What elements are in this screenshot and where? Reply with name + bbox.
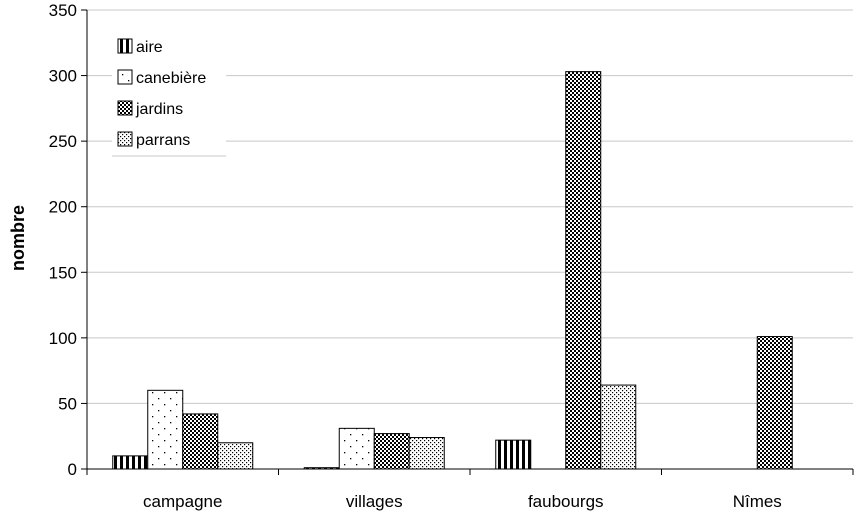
- bar-jardins-Nîmes: [756, 336, 793, 470]
- y-tick-label: 0: [68, 460, 77, 479]
- x-tick-label: Nîmes: [733, 492, 782, 511]
- x-tick-label: faubourgs: [528, 492, 604, 511]
- bar-aire-campagne: [112, 455, 149, 470]
- y-tick-label: 200: [49, 198, 77, 217]
- y-tick-label: 350: [49, 1, 77, 20]
- legend-swatch-aire: [117, 38, 133, 54]
- legend-label-aire: aire: [136, 39, 163, 56]
- axes: [81, 9, 854, 475]
- bar-canebière-campagne: [147, 389, 184, 470]
- y-tick-label: 100: [49, 329, 77, 348]
- y-tick-label: 300: [49, 67, 77, 86]
- legend-swatch-jardins: [117, 100, 133, 116]
- y-tick-label: 150: [49, 263, 77, 282]
- x-tick-label: campagne: [143, 492, 222, 511]
- bar-jardins-faubourgs: [565, 71, 602, 470]
- bar-aire-faubourgs: [495, 439, 532, 470]
- bar-parrans-campagne: [217, 442, 254, 470]
- y-tick-labels: 0 50 100 150 200 250 300 350: [49, 1, 77, 479]
- legend: aire canebière jardins parrans: [112, 30, 226, 157]
- bar-canebière-villages: [338, 427, 375, 470]
- x-tick-label: villages: [346, 492, 403, 511]
- bar-jardins-villages: [373, 433, 410, 470]
- bar-parrans-faubourgs: [600, 384, 637, 470]
- legend-swatch-parrans: [117, 131, 133, 147]
- y-tick-label: 250: [49, 132, 77, 151]
- y-axis-title: nombre: [8, 205, 28, 271]
- legend-swatch-canebière: [117, 69, 133, 85]
- bar-parrans-villages: [408, 437, 445, 470]
- x-tick-labels: campagne villages faubourgs Nîmes: [143, 492, 782, 511]
- y-tick-label: 50: [58, 394, 77, 413]
- legend-label-jardins: jardins: [135, 101, 183, 118]
- legend-label-parrans: parrans: [136, 132, 190, 149]
- legend-label-canebière: canebière: [136, 70, 206, 87]
- bar-jardins-campagne: [182, 413, 219, 470]
